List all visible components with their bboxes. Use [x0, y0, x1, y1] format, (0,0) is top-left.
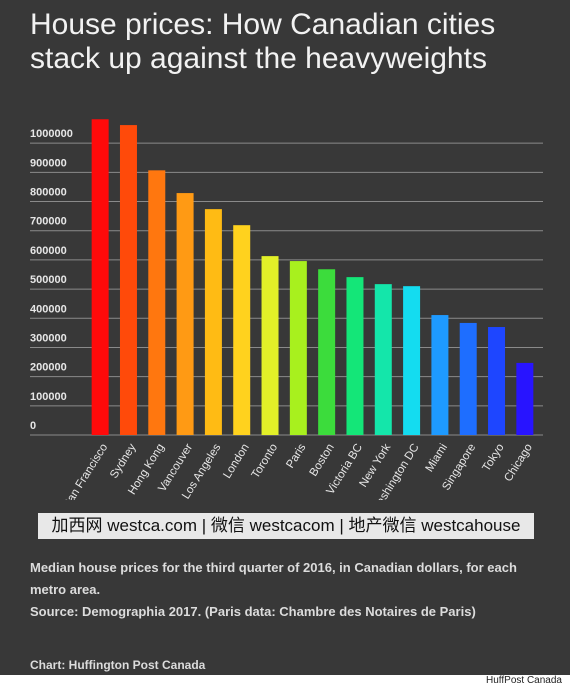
- credit: Chart: Huffington Post Canada: [30, 658, 206, 672]
- y-tick-label: 800000: [30, 187, 67, 199]
- y-tick-label: 500000: [30, 274, 67, 286]
- bar: [346, 277, 364, 435]
- x-tick-label: Chicago: [502, 442, 535, 484]
- bar: [148, 170, 166, 435]
- notes: Median house prices for the third quarte…: [30, 560, 517, 597]
- bar: [233, 225, 251, 435]
- watermark: 加西网 westca.com | 微信 westcacom | 地产微信 wes…: [38, 513, 534, 539]
- y-tick-label: 600000: [30, 245, 67, 257]
- chart-title: House prices: How Canadian cities stack …: [30, 8, 496, 75]
- y-tick-label: 400000: [30, 303, 67, 315]
- bar: [91, 119, 109, 436]
- bar: [488, 327, 506, 435]
- bar: [516, 362, 534, 435]
- y-tick-label: 700000: [30, 216, 67, 228]
- y-tick-label: 300000: [30, 332, 67, 344]
- bar: [204, 209, 222, 435]
- y-tick-label: 100000: [30, 391, 67, 403]
- x-tick-label: Boston: [308, 442, 337, 479]
- source: Source: Demographia 2017. (Paris data: C…: [30, 604, 476, 619]
- chart: 0 100000 200000 300000 400000 500000 600000 700…: [30, 119, 543, 500]
- bar: [403, 286, 421, 435]
- x-tick-label: Miami: [424, 442, 450, 474]
- x-tick-label: Toronto: [250, 442, 281, 481]
- bar: [431, 315, 449, 435]
- x-tick-label: Paris: [284, 442, 308, 471]
- bar: [176, 193, 194, 435]
- bar: [374, 284, 392, 435]
- y-tick-label: 900000: [30, 157, 67, 169]
- y-tick-label: 0: [30, 420, 36, 432]
- x-tick-label: San Francisco: [61, 442, 110, 500]
- footer: HuffPost Canada: [486, 675, 562, 686]
- x-tick-label: Tokyo: [481, 442, 507, 474]
- bar: [318, 269, 336, 435]
- x-tick-label: Sydney: [108, 442, 139, 481]
- bar: [289, 261, 307, 435]
- x-tick-label: London: [221, 442, 252, 481]
- y-tick-label: 1000000: [30, 128, 73, 140]
- bar: [261, 256, 279, 435]
- bar: [119, 125, 137, 436]
- y-tick-label: 200000: [30, 362, 67, 374]
- bar: [459, 322, 477, 435]
